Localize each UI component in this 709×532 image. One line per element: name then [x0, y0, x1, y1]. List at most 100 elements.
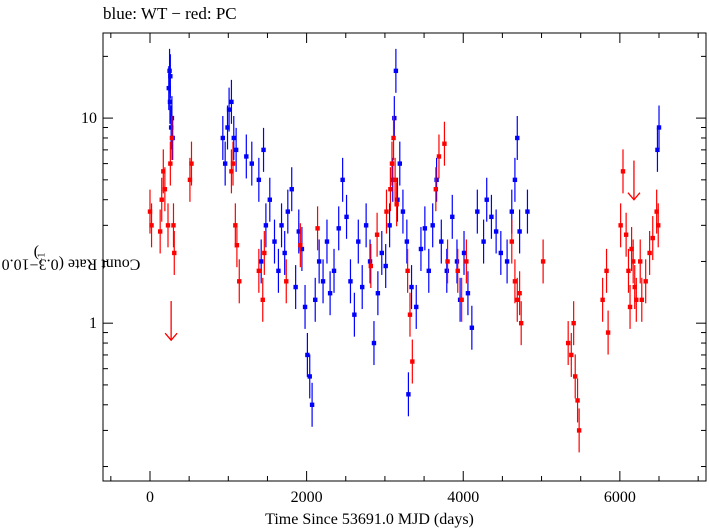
data-point-wt-33	[309, 382, 315, 427]
data-point-wt-75	[465, 271, 471, 316]
data-point-wt-31	[305, 332, 310, 377]
data-point-wt-20	[267, 177, 273, 222]
data-point-wt-55	[392, 96, 397, 141]
data-point-wt-21	[272, 219, 277, 264]
data-marker	[384, 209, 389, 214]
data-marker	[459, 297, 464, 303]
data-point-wt-77	[475, 189, 480, 234]
data-marker	[371, 340, 377, 346]
data-point-wt-72	[454, 239, 460, 284]
data-marker	[340, 177, 345, 183]
data-point-pc-48	[565, 321, 571, 366]
data-marker	[237, 279, 242, 284]
data-point-wt-42	[344, 194, 349, 239]
data-point-pc-21	[284, 259, 289, 304]
data-point-wt-66	[426, 248, 431, 293]
data-marker	[320, 279, 326, 284]
data-marker	[454, 259, 460, 264]
data-marker	[309, 402, 315, 407]
data-point-pc-54	[600, 277, 605, 322]
data-point-wt-27	[293, 265, 298, 310]
data-point-wt-30	[302, 284, 308, 329]
data-point-wt-8	[222, 141, 228, 186]
data-marker	[629, 246, 634, 252]
data-point-pc-50	[571, 301, 576, 346]
data-marker	[426, 268, 431, 274]
data-marker	[409, 284, 414, 290]
data-marker	[165, 223, 171, 228]
data-point-wt-48	[367, 239, 373, 284]
data-marker	[406, 392, 411, 397]
data-marker	[161, 169, 166, 174]
data-point-pc-62	[629, 227, 634, 271]
chart-title: blue: WT − red: PC	[103, 4, 237, 23]
data-marker	[267, 197, 273, 202]
data-point-pc-41	[464, 239, 469, 284]
data-point-wt-45	[356, 219, 361, 264]
data-marker	[263, 223, 269, 228]
data-marker	[299, 246, 305, 252]
data-marker	[450, 214, 455, 220]
upper-limit-arrow-0	[164, 301, 178, 342]
x-tick-label-0: 0	[146, 489, 154, 506]
data-point-pc-58	[620, 149, 626, 194]
data-point-pc-52	[575, 378, 580, 423]
data-marker	[279, 223, 284, 228]
data-marker	[171, 223, 176, 228]
data-point-wt-76	[469, 305, 475, 350]
x-tick-label-3: 6000	[604, 489, 636, 506]
data-point-wt-57	[395, 177, 400, 222]
data-point-pc-70	[650, 216, 655, 261]
data-point-pc-1	[149, 203, 154, 248]
data-marker	[405, 268, 410, 274]
data-marker	[393, 68, 399, 74]
data-point-pc-3	[159, 177, 164, 222]
data-marker	[383, 263, 388, 269]
data-marker	[147, 209, 153, 214]
data-marker	[392, 115, 397, 121]
upper-limit-head	[627, 192, 641, 201]
data-marker	[220, 135, 226, 141]
data-marker	[189, 161, 194, 166]
data-point-pc-24	[368, 244, 374, 289]
data-point-pc-55	[604, 248, 609, 293]
data-point-pc-23	[315, 206, 320, 251]
data-marker	[465, 291, 471, 296]
x-axis-label: Time Since 53691.0 MJD (days)	[265, 511, 474, 528]
data-point-wt-38	[327, 271, 333, 316]
data-point-wt-82	[498, 230, 504, 275]
data-point-wt-26	[289, 167, 294, 212]
data-marker	[400, 209, 406, 214]
data-point-wt-80	[489, 194, 494, 239]
data-point-wt-3	[168, 54, 173, 99]
data-point-wt-10	[226, 87, 232, 132]
data-marker	[360, 284, 365, 290]
data-point-pc-40	[459, 277, 464, 322]
data-point-pc-7	[168, 141, 173, 186]
data-point-pc-56	[605, 310, 611, 355]
data-point-pc-39	[455, 248, 460, 293]
data-marker	[571, 320, 576, 326]
data-marker	[434, 177, 439, 183]
data-marker	[639, 297, 644, 303]
data-marker	[410, 359, 415, 364]
data-marker	[394, 202, 399, 207]
data-marker	[407, 312, 413, 317]
data-point-wt-41	[340, 157, 345, 202]
data-marker	[600, 297, 605, 303]
data-point-wt-14	[244, 134, 249, 179]
data-marker	[229, 169, 234, 174]
data-point-wt-60	[404, 219, 410, 264]
data-point-wt-34	[313, 277, 318, 322]
data-point-pc-72	[656, 203, 661, 248]
data-marker	[489, 214, 494, 220]
data-point-wt-74	[461, 230, 467, 275]
data-point-pc-57	[618, 203, 623, 248]
data-marker	[604, 268, 609, 274]
data-point-pc-16	[234, 223, 240, 268]
data-marker	[313, 297, 318, 303]
data-marker	[256, 177, 262, 183]
data-point-wt-69	[439, 219, 444, 264]
data-marker	[623, 232, 629, 237]
data-marker	[540, 259, 546, 264]
